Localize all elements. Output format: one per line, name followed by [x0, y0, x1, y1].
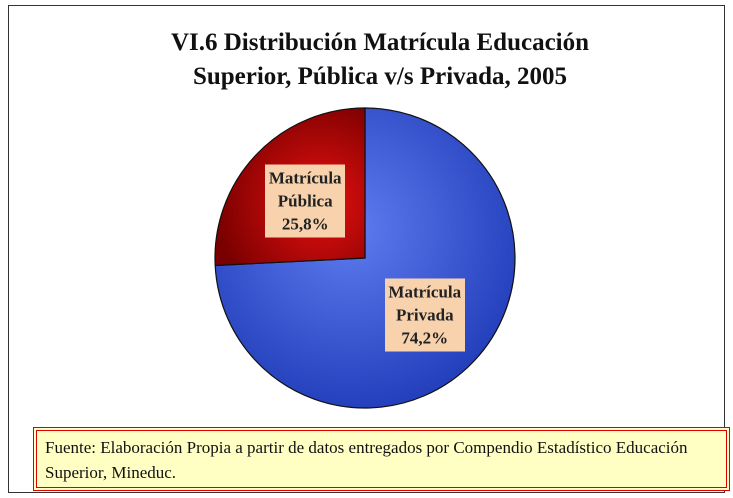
slice-label: Matrícula Privada 74,2% — [384, 278, 465, 352]
chart-title: VI.6 Distribución Matrícula Educación Su… — [170, 29, 590, 90]
source-note: Fuente: Elaboración Propia a partir de d… — [33, 427, 730, 491]
slice-label: Matrícula Pública 25,8% — [265, 164, 346, 238]
frame — [8, 5, 725, 493]
slice-value: 25,8% — [281, 214, 329, 234]
slice-name: Matrícula Privada — [388, 282, 462, 325]
slice-value: 74,2% — [401, 328, 449, 348]
slice-name: Matrícula Pública — [268, 168, 342, 211]
